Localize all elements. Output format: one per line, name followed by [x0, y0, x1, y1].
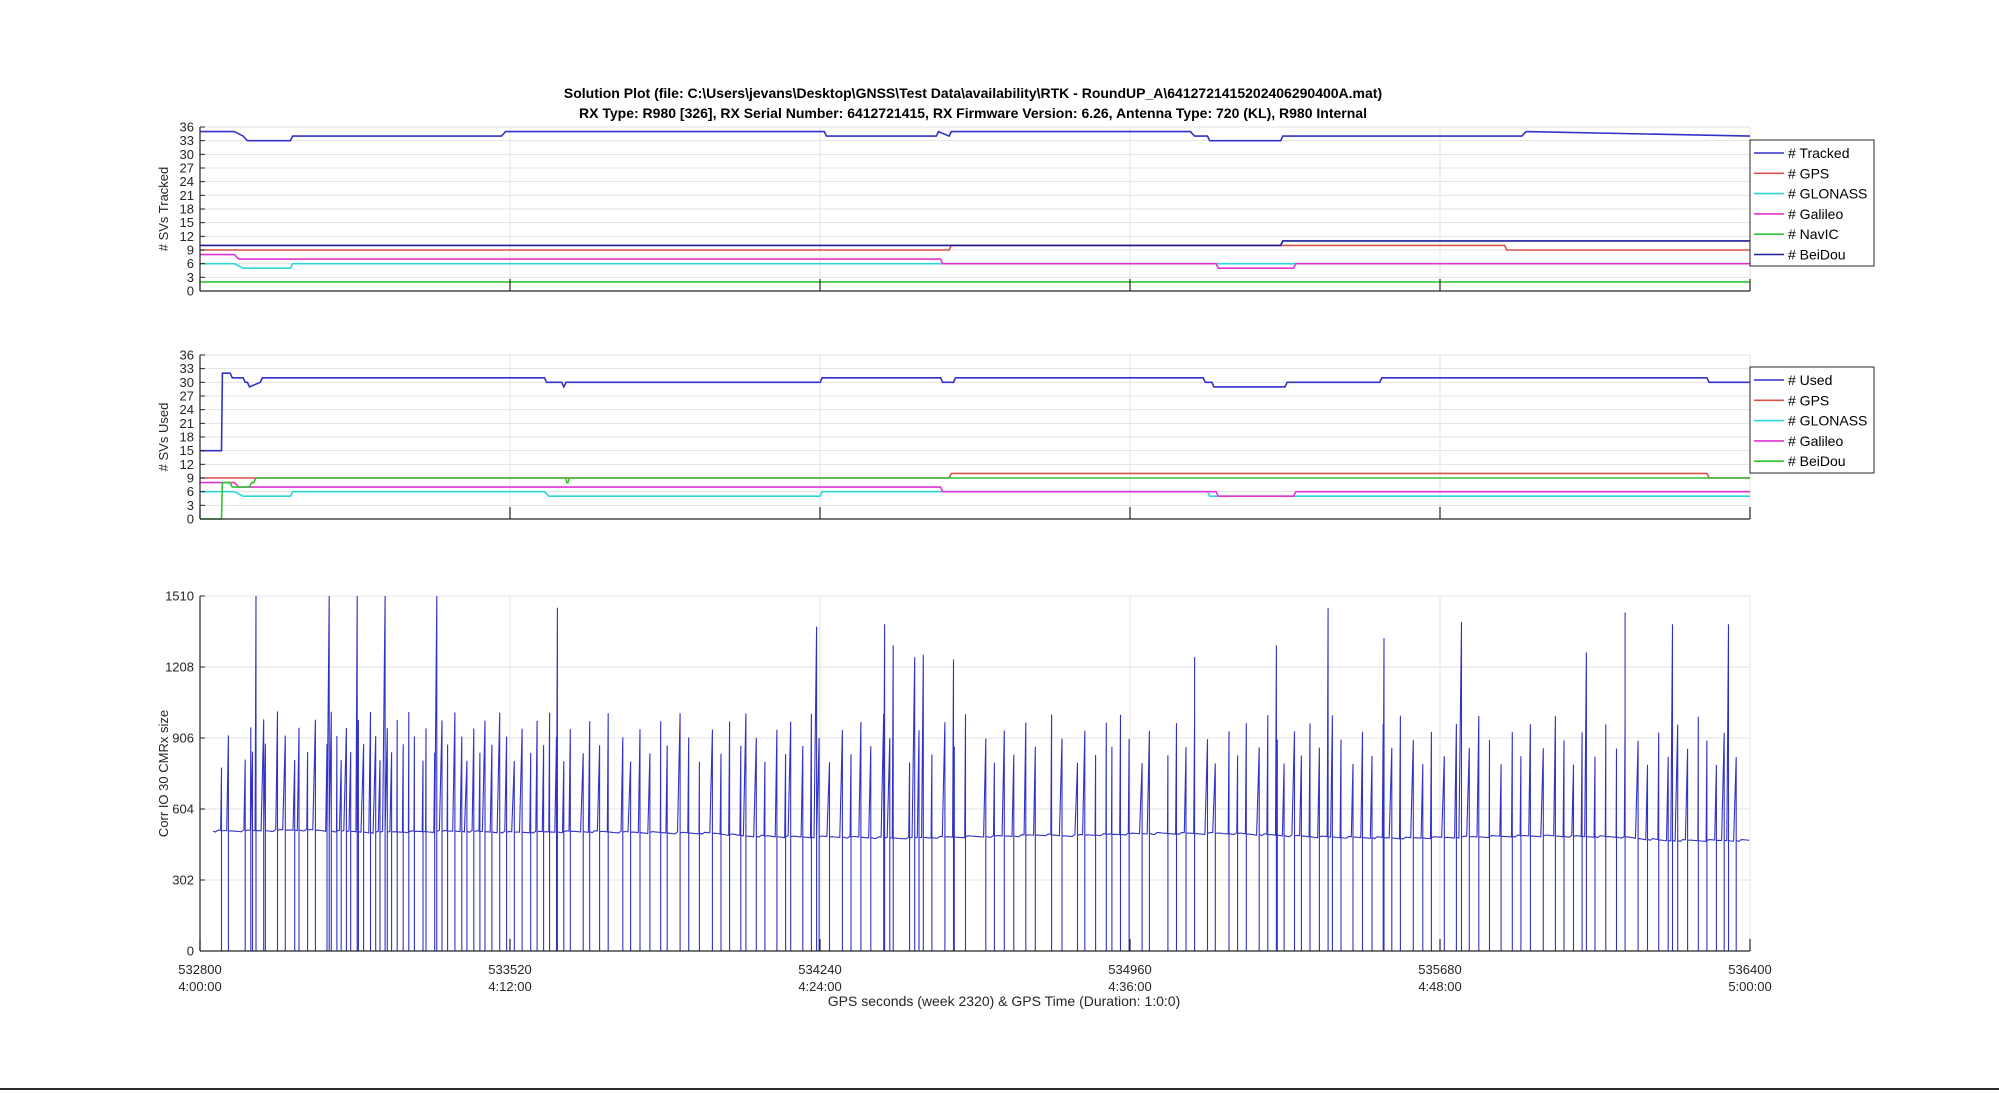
legend-entry: # BeiDou [1788, 453, 1846, 469]
y-tick-label: 36 [180, 120, 194, 135]
legend-entry: # Used [1788, 372, 1832, 388]
y-tick-label: 0 [187, 512, 194, 527]
legend-box [1749, 139, 1875, 267]
data-series [200, 372, 1750, 520]
legend: # Used # GPS # GLONASS # Galileo # BeiDou [1749, 366, 1875, 474]
bottom-border [0, 1088, 1999, 1090]
y-tick-label: 906 [172, 731, 194, 746]
x-tick-label: 532800 [178, 962, 221, 977]
grid-lines [199, 126, 1751, 292]
y-tick-label: 9 [187, 471, 194, 486]
series-line-1 [200, 244, 1750, 251]
x-tick-label: 534960 [1108, 962, 1151, 977]
x-tick-label: 533520 [488, 962, 531, 977]
data-series [200, 130, 1751, 283]
x-ticks: 532800 4:00:00 533520 4:12:00 534240 4:24:00 5… [178, 939, 1772, 994]
y-tick-label: 27 [180, 389, 194, 404]
x-tick-time-label: 4:36:00 [1108, 979, 1151, 994]
y-tick-label: 18 [180, 430, 194, 445]
legend-entry: # GLONASS [1788, 413, 1867, 429]
x-ticks [199, 279, 1751, 291]
x-tick-time-label: 5:00:00 [1728, 979, 1771, 994]
x-ticks [199, 507, 1751, 519]
y-tick-label: 3 [187, 498, 194, 513]
legend-entry: # Galileo [1788, 433, 1843, 449]
x-tick-time-label: 4:00:00 [178, 979, 221, 994]
y-tick-label: 0 [187, 944, 194, 959]
y-tick-label: 33 [180, 133, 194, 148]
y-axis-label: # SVs Tracked [156, 167, 171, 252]
y-axis-label: # SVs Used [156, 403, 171, 472]
panel-cmrx-size: 0 302 604 906 1208 1510 532800 4:00:00 533520 4:1… [156, 589, 1772, 995]
y-tick-label: 15 [180, 215, 194, 230]
x-axis-label: GPS seconds (week 2320) & GPS Time (Dura… [828, 993, 1181, 1009]
y-tick-label: 33 [180, 361, 194, 376]
y-tick-label: 15 [180, 443, 194, 458]
y-tick-label: 18 [180, 202, 194, 217]
y-axis-label: Corr IO 30 CMRx size [156, 710, 171, 837]
legend-entry: # Tracked [1788, 145, 1849, 161]
series-line-5 [200, 240, 1750, 247]
figure-title-line-1: Solution Plot (file: C:\Users\jevans\Des… [564, 85, 1382, 101]
y-tick-label: 0 [187, 284, 194, 299]
series-line-3 [200, 481, 1750, 498]
y-ticks: 0 302 604 906 1208 1510 [165, 589, 205, 959]
y-tick-label: 21 [180, 188, 194, 203]
y-tick-label: 302 [172, 873, 194, 888]
x-tick-label: 535680 [1418, 962, 1461, 977]
y-tick-label: 6 [187, 256, 194, 271]
x-tick-label: 536400 [1728, 962, 1771, 977]
y-tick-label: 9 [187, 243, 194, 258]
y-tick-label: 1208 [165, 660, 194, 675]
legend-entry: # NavIC [1788, 226, 1839, 242]
y-tick-label: 3 [187, 270, 194, 285]
x-tick-time-label: 4:12:00 [488, 979, 531, 994]
legend-entry: # GPS [1788, 392, 1829, 408]
series-line-3 [200, 253, 1750, 270]
data-series [212, 595, 1750, 951]
y-tick-label: 12 [180, 229, 194, 244]
legend-entry: # Galileo [1788, 206, 1843, 222]
x-tick-time-label: 4:24:00 [798, 979, 841, 994]
y-tick-label: 27 [180, 161, 194, 176]
x-tick-time-label: 4:48:00 [1418, 979, 1461, 994]
series-line-4 [200, 477, 1750, 520]
grid-lines [199, 595, 1751, 952]
y-tick-label: 604 [172, 802, 194, 817]
legend: # Tracked # GPS # GLONASS # Galileo # NavIC #… [1749, 139, 1875, 267]
series-line-1 [200, 472, 1750, 479]
series-line-0 [200, 130, 1751, 142]
y-tick-label: 21 [180, 416, 194, 431]
y-tick-label: 24 [180, 402, 194, 417]
y-tick-label: 30 [180, 375, 194, 390]
grid-lines [199, 354, 1751, 520]
series-trace-cmrx [212, 595, 1750, 951]
legend-entry: # BeiDou [1788, 247, 1846, 263]
legend-entry: # GLONASS [1788, 186, 1867, 202]
y-tick-label: 12 [180, 457, 194, 472]
x-tick-label: 534240 [798, 962, 841, 977]
series-line-0 [200, 372, 1750, 452]
legend-entry: # GPS [1788, 165, 1829, 181]
y-tick-label: 1510 [165, 589, 194, 604]
y-tick-label: 30 [180, 147, 194, 162]
y-tick-label: 6 [187, 484, 194, 499]
y-tick-label: 24 [180, 174, 194, 189]
figure-title-line-2: RX Type: R980 [326], RX Serial Number: 6… [579, 105, 1367, 121]
y-tick-label: 36 [180, 348, 194, 363]
